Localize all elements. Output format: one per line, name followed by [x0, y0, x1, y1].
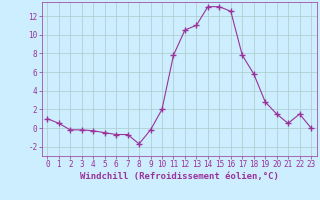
X-axis label: Windchill (Refroidissement éolien,°C): Windchill (Refroidissement éolien,°C)	[80, 172, 279, 181]
